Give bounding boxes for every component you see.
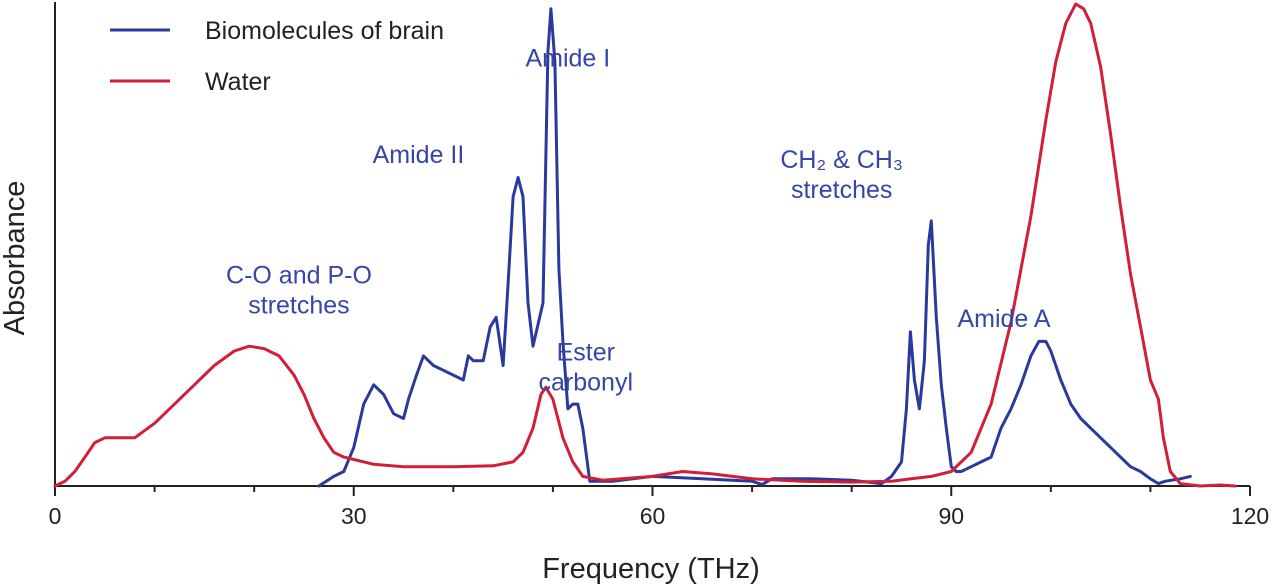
annotation-co-po: C-O and P-O stretches	[226, 262, 372, 320]
legend-label-water: Water	[205, 68, 271, 96]
annotation-amide-ii: Amide II	[373, 141, 465, 169]
x-tick-label: 60	[640, 503, 666, 529]
y-axis-label: Absorbance	[0, 181, 31, 336]
x-tick-label: 120	[1231, 503, 1269, 529]
axes: 0 30 60 90 120	[49, 2, 1269, 529]
annotation-ch-stretch: CH₂ & CH₃ stretches	[780, 146, 903, 204]
x-axis-label: Frequency (THz)	[542, 553, 760, 585]
series-line-water	[53, 2, 1237, 488]
annotation-line: Amide A	[957, 305, 1050, 333]
series-layer	[53, 2, 1237, 488]
annotation-line: Ester	[557, 339, 615, 367]
annotation-line: CH₂ & CH₃	[780, 146, 903, 174]
x-tick-label: 0	[49, 503, 62, 529]
series-line-biomolecules	[317, 7, 1192, 488]
annotation-amide-i: Amide I	[525, 45, 610, 73]
annotation-line: stretches	[248, 292, 349, 320]
annotation-line: Amide I	[525, 45, 610, 73]
annotation-line: carbonyl	[539, 369, 634, 397]
legend: Biomolecules of brain Water	[110, 17, 444, 96]
legend-label-biomolecules: Biomolecules of brain	[205, 17, 444, 45]
annotation-line: stretches	[791, 176, 892, 204]
x-tick-label: 30	[341, 503, 367, 529]
annotation-line: C-O and P-O	[226, 262, 372, 290]
annotation-amide-a: Amide A	[957, 305, 1050, 333]
annotation-line: Amide II	[373, 141, 465, 169]
x-tick-label: 90	[938, 503, 964, 529]
annotation-ester: Ester carbonyl	[539, 339, 634, 397]
